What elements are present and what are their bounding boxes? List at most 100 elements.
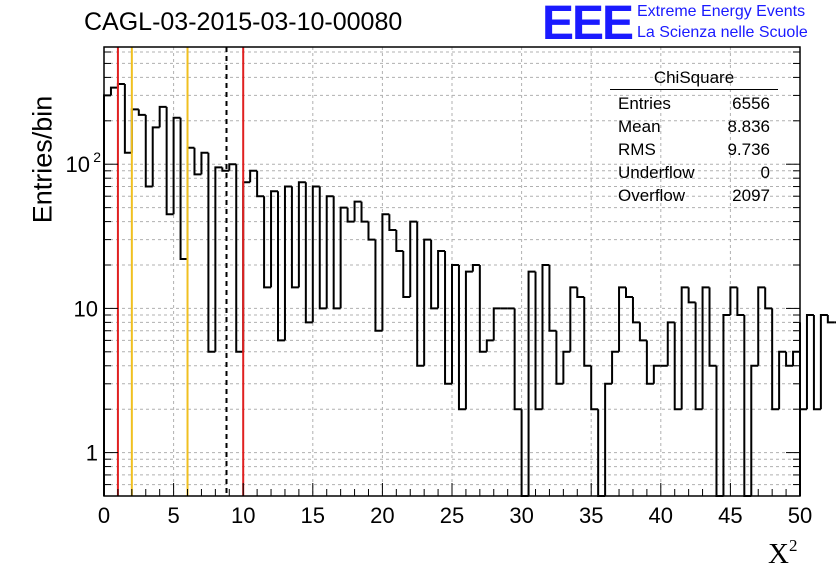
histogram-bin <box>318 186 327 310</box>
cut-lines-layer <box>116 47 245 496</box>
histogram-bin <box>430 239 439 310</box>
histogram-bin <box>214 166 223 352</box>
histogram-bin <box>283 185 292 341</box>
y-tick-label: 10 <box>74 296 98 321</box>
histogram-bin <box>179 117 188 261</box>
histogram-bin <box>638 322 647 342</box>
histogram-bin <box>785 351 794 367</box>
histogram-bin <box>799 351 807 411</box>
histogram-bin <box>590 365 599 411</box>
x-axis-label-sup: 2 <box>788 536 798 555</box>
x-tick-label: 15 <box>301 503 325 528</box>
x-axis-label: X2 <box>768 536 797 571</box>
histogram-bin <box>103 94 111 496</box>
histogram-bin <box>812 315 821 411</box>
histogram-bin <box>729 286 738 316</box>
x-tick-label: 25 <box>440 503 464 528</box>
histogram-bin <box>743 315 752 497</box>
histogram-bin <box>527 270 536 496</box>
histogram-bin <box>750 364 759 496</box>
histogram-bin <box>290 186 299 289</box>
histogram-bin <box>485 339 494 352</box>
histogram-bin <box>673 322 682 411</box>
histogram-bin <box>819 314 828 410</box>
logo-tagline-1: Extreme Energy Events <box>637 3 806 20</box>
histogram-bin <box>611 350 620 384</box>
axis-ticks-layer <box>103 51 801 497</box>
histogram-bin <box>256 170 265 198</box>
histogram-bin <box>144 114 153 188</box>
stats-row-rms: RMS 9.736 <box>610 138 778 161</box>
histogram-bin <box>826 315 835 324</box>
histogram-bin <box>457 264 466 411</box>
x-tick-label: 40 <box>649 503 673 528</box>
histogram-bin <box>534 271 543 411</box>
histogram-bin <box>631 296 640 324</box>
histogram-bin <box>332 196 341 310</box>
stats-label: RMS <box>618 140 656 159</box>
histogram-bin <box>736 287 745 317</box>
histogram-bin <box>109 86 118 96</box>
histogram-bin <box>249 169 258 183</box>
histogram-bin <box>625 287 633 298</box>
histogram-bin <box>235 164 244 353</box>
histogram-bin <box>416 221 425 367</box>
histogram-bin <box>304 182 313 324</box>
histogram-bin <box>701 286 710 410</box>
stats-row-mean: Mean 8.836 <box>610 115 778 138</box>
histogram-bin <box>339 206 348 309</box>
histogram-bin <box>137 109 146 116</box>
histogram-bin <box>297 181 306 288</box>
histogram-bin <box>360 201 369 223</box>
histogram-bin <box>423 238 432 366</box>
histogram-bin <box>193 147 202 176</box>
histogram-bin <box>478 264 487 353</box>
histogram-bin <box>451 263 459 384</box>
histogram-bin <box>694 302 703 411</box>
histogram-bin <box>311 185 320 323</box>
x-tick-label: 35 <box>579 503 603 528</box>
histogram-bin <box>541 263 550 410</box>
histogram-bin <box>576 287 585 298</box>
histogram-bin <box>555 330 564 385</box>
histogram-bin <box>548 264 557 332</box>
histogram-bin <box>444 251 452 385</box>
histogram-bin <box>805 314 814 410</box>
histogram-bin <box>715 365 724 497</box>
histogram-bin <box>437 250 446 309</box>
histogram-bin <box>569 286 578 352</box>
histogram-bin <box>492 307 501 341</box>
histogram-bin <box>757 286 766 366</box>
eee-logo: EEE <box>542 0 634 50</box>
x-tick-label: 50 <box>788 503 812 528</box>
x-tick-label: 20 <box>370 503 394 528</box>
x-tick-label: 30 <box>509 503 533 528</box>
stats-label: Underflow <box>618 163 695 182</box>
histogram-bin <box>374 239 383 332</box>
stats-label: Overflow <box>618 186 686 205</box>
stats-value: 8.836 <box>727 117 770 136</box>
histogram-bin <box>172 116 181 215</box>
y-tick-label: 10 <box>66 152 90 177</box>
histogram-bin <box>764 287 773 310</box>
histogram-bin <box>778 350 787 410</box>
stats-value: 0 <box>760 163 770 182</box>
histogram-bin <box>402 251 411 298</box>
histogram-bin <box>792 350 800 366</box>
chart-title: CAGL-03-2015-03-10-00080 <box>84 8 403 36</box>
histogram-bin <box>228 163 237 171</box>
histogram-bin <box>388 214 397 231</box>
stats-row-underflow: Underflow 0 <box>610 161 778 184</box>
histogram-bin <box>708 287 717 367</box>
y-tick-label-sup: 2 <box>93 149 101 165</box>
stats-title: ChiSquare <box>610 68 778 90</box>
histogram-bin <box>165 106 174 216</box>
stats-row-overflow: Overflow 2097 <box>610 184 778 207</box>
histogram-bin <box>604 382 613 496</box>
histogram-bin <box>409 220 418 297</box>
histogram-bin <box>200 151 209 175</box>
histogram-bin <box>464 270 473 410</box>
stats-box: ChiSquare Entries 6556 Mean 8.836 RMS 9.… <box>610 68 778 207</box>
